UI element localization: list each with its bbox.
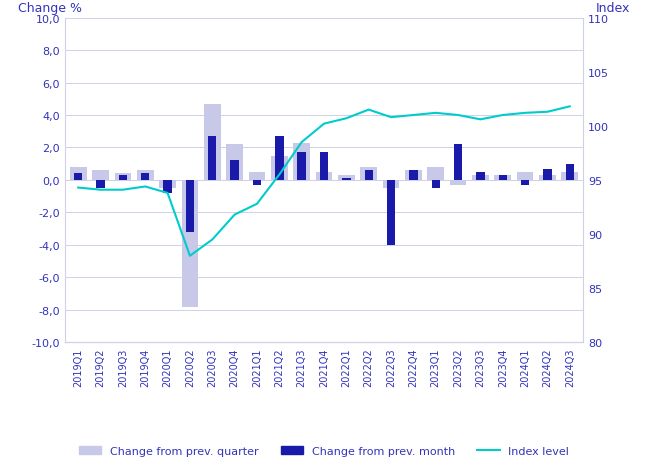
Index level (75, 185, 82, 191)
Bar (294, 144, 310, 181)
Bar (271, 156, 288, 181)
Bar (342, 179, 351, 181)
Bar (432, 181, 440, 189)
Bar (204, 105, 221, 181)
Index level (119, 188, 127, 193)
Index level (365, 107, 373, 113)
Text: Index: Index (596, 2, 630, 15)
Bar (543, 169, 551, 181)
Bar (360, 168, 377, 181)
Bar (159, 181, 176, 189)
Bar (141, 174, 150, 181)
Index level (432, 111, 439, 116)
Bar (181, 181, 198, 307)
Legend: Change from prev. quarter, Change from prev. month, Index level: Change from prev. quarter, Change from p… (75, 441, 573, 460)
Bar (521, 181, 529, 185)
Bar (97, 181, 105, 189)
Index level (342, 116, 350, 122)
Bar (454, 145, 462, 181)
Bar (409, 171, 417, 181)
Bar (297, 153, 306, 181)
Bar (208, 137, 216, 181)
Bar (316, 172, 332, 181)
Index level (476, 117, 484, 123)
Bar (364, 171, 373, 181)
Bar (275, 137, 284, 181)
Index level (521, 111, 529, 116)
Bar (494, 175, 511, 181)
Bar (186, 181, 194, 232)
Index level (164, 191, 172, 196)
Bar (387, 181, 395, 245)
Bar (92, 171, 109, 181)
Bar (427, 168, 444, 181)
Index level (97, 188, 104, 193)
Index level (454, 113, 462, 119)
Bar (405, 171, 422, 181)
Index level (275, 172, 283, 178)
Bar (383, 181, 399, 189)
Index level (209, 237, 216, 243)
Index level (231, 213, 238, 218)
Index level (320, 122, 328, 127)
Index level (253, 201, 261, 207)
Index level (141, 184, 149, 190)
Bar (115, 174, 132, 181)
Bar (119, 175, 127, 181)
Bar (249, 172, 265, 181)
Index level (186, 253, 194, 259)
Bar (561, 172, 578, 181)
Bar (231, 161, 239, 181)
Bar (253, 181, 261, 185)
Index level (566, 104, 573, 110)
Index level (544, 110, 551, 115)
Bar (137, 171, 154, 181)
Bar (70, 168, 87, 181)
Line: Index level: Index level (78, 107, 570, 256)
Bar (516, 172, 533, 181)
Bar (539, 175, 556, 181)
Bar (338, 175, 354, 181)
Bar (74, 174, 82, 181)
Bar (566, 164, 574, 181)
Bar (320, 153, 328, 181)
Index level (298, 140, 306, 145)
Bar (476, 172, 485, 181)
Index level (410, 113, 417, 119)
Bar (226, 145, 243, 181)
Bar (450, 181, 467, 185)
Index level (387, 115, 395, 121)
Bar (472, 175, 489, 181)
Index level (499, 113, 507, 119)
Bar (163, 181, 172, 194)
Bar (498, 175, 507, 181)
Text: Change %: Change % (18, 2, 82, 15)
